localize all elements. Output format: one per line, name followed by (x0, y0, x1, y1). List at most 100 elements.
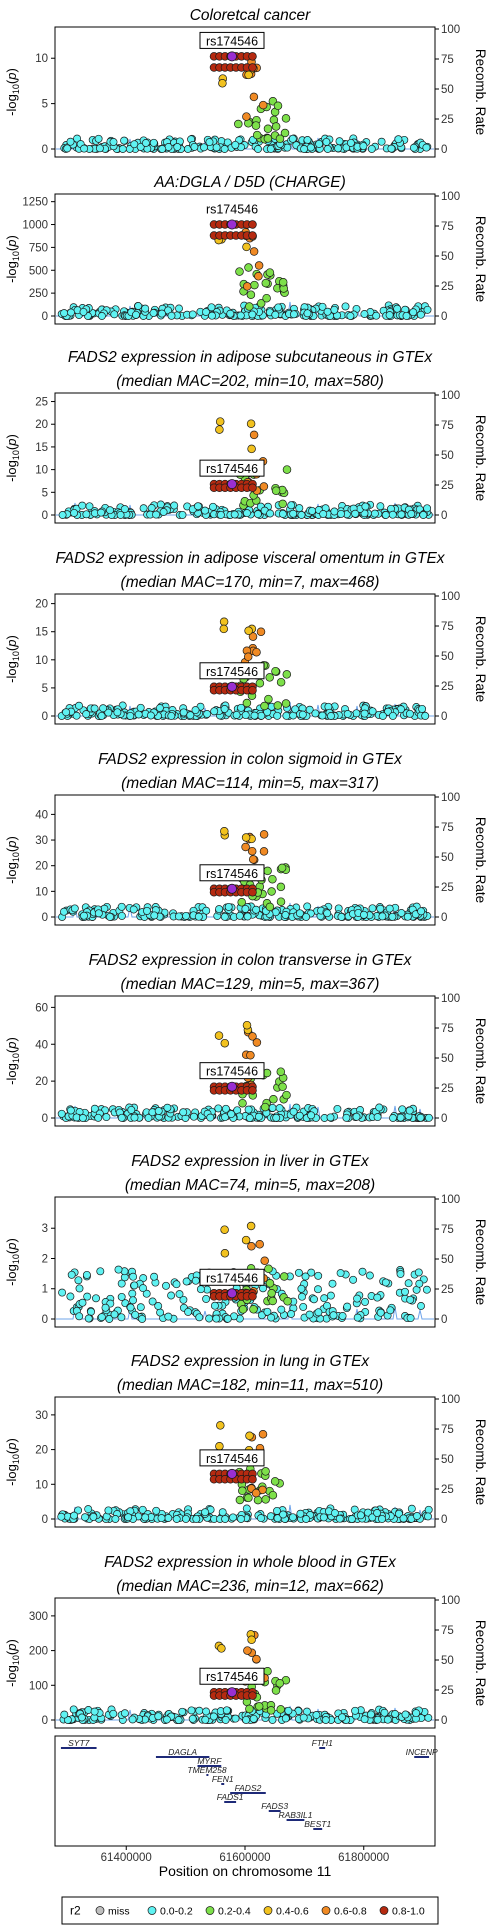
gene-label: MYRF (197, 1756, 222, 1766)
snp-point (394, 135, 403, 144)
recomb-axis-label: Recomb. Rate (473, 1018, 488, 1104)
snp-point (360, 1715, 369, 1724)
snp-point (249, 430, 259, 440)
snp-point (338, 1713, 347, 1722)
snp-point (142, 1289, 151, 1298)
snp-point (259, 830, 269, 839)
gene-fth1: FTH1 (312, 1738, 333, 1749)
snp-point (351, 509, 360, 518)
snp-point (237, 898, 246, 907)
snp-point (224, 902, 233, 911)
recomb-tick-label: 25 (441, 681, 454, 693)
lead-snp-label-box (199, 31, 265, 49)
snp-point (110, 310, 119, 319)
lead-snp-label-text: rs174546 (206, 34, 258, 48)
snp-point (291, 705, 300, 714)
panel-title: (median MAC=129, min=5, max=367) (121, 976, 380, 993)
snp-point (208, 311, 216, 320)
snp-point (383, 1715, 392, 1724)
snp-point (162, 1281, 170, 1290)
snp-point (90, 1707, 99, 1716)
snp-point (315, 139, 324, 148)
snp-point (149, 309, 158, 317)
y-axis-label-p: ( (4, 1449, 19, 1454)
snp-point (396, 1113, 405, 1122)
y-axis-label-p: ( (4, 1048, 19, 1053)
y-axis-label-text: -log (4, 261, 19, 283)
legend-entry: 0.6-0.8 (321, 1906, 367, 1918)
snp-point (149, 138, 158, 147)
snp-point (421, 711, 430, 720)
recomb-tick-label: 75 (441, 621, 454, 633)
snp-point (128, 1715, 137, 1724)
snp-point (253, 1495, 263, 1505)
snp-point (80, 911, 88, 920)
snp-point (70, 904, 79, 913)
snp-point (326, 1291, 335, 1300)
snp-point (154, 1302, 163, 1310)
snp-point (246, 290, 256, 299)
snp-point (66, 137, 75, 146)
snp-point (220, 827, 229, 836)
snp-point (101, 1303, 110, 1312)
snp-point (277, 1305, 286, 1314)
snp-point (221, 1104, 230, 1113)
snp-point (334, 144, 343, 153)
snp-point (220, 1038, 230, 1048)
snp-point (97, 508, 106, 517)
snp-point (380, 1708, 389, 1717)
snp-point (376, 502, 385, 511)
y-tick-label: 0 (42, 510, 48, 522)
snp-point (141, 304, 150, 313)
snp-point (252, 1654, 261, 1664)
snp-point (335, 1514, 344, 1523)
y-axis-label-p-var: p (4, 640, 19, 648)
snp-point (311, 709, 320, 718)
snp-point (288, 1513, 297, 1522)
legend-swatch (147, 1906, 157, 1915)
lead-snp-label: rs174546 (199, 864, 265, 882)
snp-point (126, 711, 135, 720)
snp-point (342, 1113, 351, 1122)
snp-point (136, 1303, 145, 1312)
snp-point (220, 705, 229, 713)
recomb-axis-label: Recomb. Rate (473, 817, 488, 903)
snp-point (318, 711, 327, 720)
legend-label: 0.4-0.6 (276, 1906, 309, 1918)
snp-point (250, 711, 259, 720)
snp-point (365, 1271, 374, 1280)
y-axis-label-close: ) (4, 1438, 19, 1442)
snp-point (279, 1510, 288, 1519)
snp-point (266, 509, 275, 518)
snp-point (87, 1307, 95, 1316)
snp-point (264, 694, 273, 704)
snp-point (210, 707, 219, 716)
snp-point (156, 1308, 165, 1317)
snp-point (306, 143, 315, 152)
snp-point (202, 1294, 211, 1303)
y-axis-label-sub: 10 (11, 1254, 21, 1264)
lead-snp-label-text: rs174546 (206, 867, 258, 881)
snp-point (406, 1314, 415, 1323)
snp-point (370, 509, 379, 518)
snp-point (247, 444, 256, 454)
snp-point (170, 501, 179, 510)
y-tick-label: 10 (35, 655, 48, 667)
lead-snp-label-box (199, 1449, 265, 1467)
snp-point (205, 1314, 214, 1323)
snp-points (57, 617, 430, 720)
snp-point (297, 511, 306, 519)
snp-point (58, 1288, 67, 1297)
snp-point (414, 1268, 423, 1277)
snp-point (148, 1297, 157, 1306)
snp-point (148, 1108, 157, 1117)
snp-point (280, 128, 290, 138)
snp-point (360, 709, 369, 718)
snp-point (282, 465, 292, 474)
snp-point (343, 1302, 352, 1311)
snp-point (346, 312, 355, 320)
snp-point (341, 302, 350, 311)
snp-point (422, 1285, 431, 1294)
snp-point (159, 508, 168, 516)
snp-point (401, 1710, 410, 1719)
